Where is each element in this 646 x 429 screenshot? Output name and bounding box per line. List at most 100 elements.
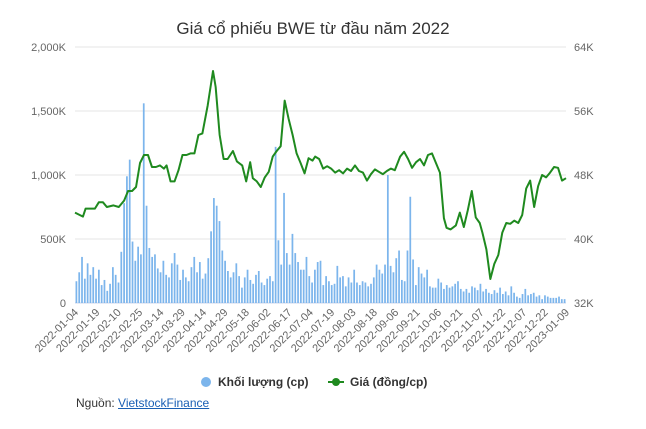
volume-bar [238,276,240,303]
volume-bar [109,283,111,303]
volume-bar [541,299,544,303]
volume-bar [370,283,372,303]
volume-bar [342,276,344,303]
volume-bar [563,299,566,303]
volume-bar [471,286,473,303]
volume-bar [473,287,476,303]
volume-bar [246,269,249,303]
left-axis-tick-label: 500K [40,234,66,246]
volume-bar [128,159,131,303]
volume-bar [518,297,521,303]
volume-bar [204,273,207,303]
volume-bar [417,267,420,303]
source-link[interactable]: VietstockFinance [118,396,210,410]
volume-bar [159,272,162,303]
volume-bar [271,281,274,303]
volume-bar [297,262,299,303]
volume-bar [530,294,532,303]
volume-bar [384,264,386,303]
volume-bar [283,192,285,303]
volume-bar [137,246,139,303]
volume-bar [120,251,123,303]
volume-bar [454,283,457,303]
volume-bar [516,296,518,303]
volume-bar [288,264,291,303]
volume-bar [381,273,384,303]
volume-bar [527,295,529,303]
volume-bar [552,297,555,303]
volume-bar [215,205,218,303]
chart-title: Giá cổ phiếu BWE từ đầu năm 2022 [176,19,449,38]
volume-bar [451,286,454,303]
volume-bar [86,263,89,303]
volume-bar [260,282,263,303]
volume-bar [328,281,330,303]
volume-bar [538,295,541,303]
volume-bar [232,272,235,303]
volume-bar [347,277,350,303]
volume-bar [131,241,134,303]
volume-bar [437,278,440,303]
volume-bar [403,281,406,303]
volume-bar [468,292,471,303]
volume-bar [162,260,165,303]
volume-bar [305,256,308,303]
volume-bar [193,256,196,303]
legend-item-price[interactable]: Giá (đồng/cp) [328,375,427,389]
volume-bar [255,274,257,303]
volume-bar [476,290,479,303]
volume-bar [482,291,485,303]
volume-bar [462,291,465,303]
volume-bar [322,285,325,303]
volume-bar [235,263,238,303]
volume-bar [142,103,145,303]
left-axis-tick-label: 1,000K [31,170,67,182]
volume-bar [168,277,170,303]
volume-bar [330,285,333,303]
source-prefix: Nguồn: [76,396,119,410]
volume-bar [97,269,100,303]
volume-bar [344,286,347,303]
volume-bar [361,281,364,303]
volume-bar [299,269,302,303]
volume-bar [507,295,510,303]
volume-bar [398,250,400,303]
volume-bar [285,253,288,303]
volume-bar [496,292,499,303]
volume-bar [227,271,229,303]
volume-bar [78,272,81,303]
volume-bar [291,233,294,303]
volume-bar [112,267,114,303]
volume-bar [502,294,504,303]
legend[interactable]: Khối lượng (cp) Giá (đồng/cp) [201,375,427,389]
volume-bar [294,253,297,303]
volume-bar [431,287,434,303]
volume-bar [179,279,182,303]
volume-bar [224,260,226,303]
volume-bar [426,269,428,303]
volume-bar [114,274,117,303]
volume-bar [269,276,271,303]
left-axis-labels: 0 500K 1,000K 1,500K 2,000K [31,42,67,310]
volume-bar [187,281,190,303]
volume-bar [140,254,142,303]
volume-bar [350,282,353,303]
volume-bar [89,274,92,303]
volume-bar [148,247,151,303]
source-note: Nguồn: VietstockFinance [76,396,209,410]
volume-bar [156,268,159,303]
x-axis-labels: 2022-01-042022-01-192022-02-102022-02-25… [33,307,572,355]
volume-bar [535,296,538,303]
volume-bar [487,292,490,303]
volume-bar [319,260,322,303]
left-axis-tick-label: 1,500K [31,106,67,118]
legend-price-label: Giá (đồng/cp) [350,375,427,389]
volume-bar [213,198,215,303]
volume-bar [465,288,468,303]
volume-bar [123,203,125,303]
volume-bar [490,294,493,303]
volume-bar [257,271,260,303]
volume-bar [549,297,552,303]
volume-bar [401,279,403,303]
legend-item-volume[interactable]: Khối lượng (cp) [201,375,309,389]
